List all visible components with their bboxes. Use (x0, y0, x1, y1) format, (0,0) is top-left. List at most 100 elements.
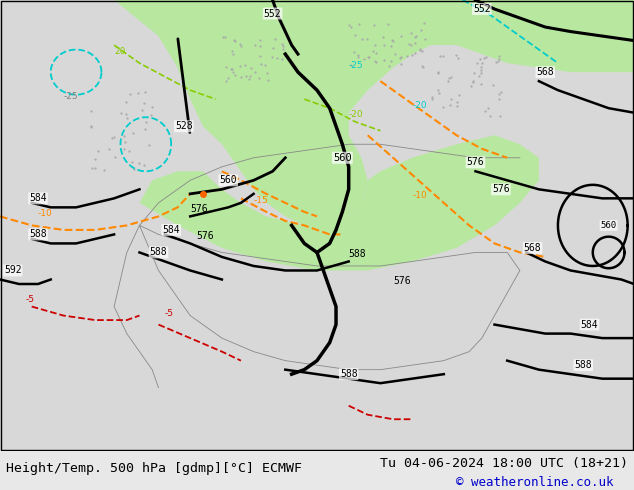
Point (410, 40, 420, 48)
Point (443, 77, 453, 85)
Point (244, 75, 254, 83)
Point (454, 91, 464, 98)
Point (396, 60, 406, 68)
Point (387, 36, 397, 44)
Point (349, 49, 359, 56)
Text: 592: 592 (4, 266, 22, 275)
Point (411, 32, 421, 40)
Point (260, 61, 270, 69)
Point (495, 55, 505, 63)
Point (476, 63, 486, 71)
Point (418, 19, 429, 27)
Point (488, 81, 498, 89)
Point (221, 77, 231, 85)
Point (396, 53, 406, 61)
Point (474, 73, 484, 80)
Text: © weatheronline.co.uk: © weatheronline.co.uk (456, 476, 614, 489)
Point (359, 55, 369, 63)
Point (469, 69, 479, 77)
Point (129, 165, 139, 173)
Point (93, 147, 103, 155)
Point (230, 37, 240, 45)
Point (477, 60, 487, 68)
Point (390, 50, 400, 58)
Point (120, 139, 130, 147)
Point (228, 68, 238, 76)
Point (227, 48, 237, 55)
Point (140, 125, 150, 133)
Point (109, 133, 119, 141)
Text: -15: -15 (254, 196, 268, 205)
Point (127, 158, 138, 166)
Point (256, 60, 266, 68)
Text: 576: 576 (197, 231, 214, 241)
Text: 576: 576 (467, 157, 484, 167)
Point (228, 36, 238, 44)
Point (99, 166, 109, 174)
Text: 20: 20 (114, 47, 126, 56)
Text: 584: 584 (162, 225, 180, 235)
Point (122, 114, 132, 122)
Point (230, 71, 240, 79)
Point (493, 90, 503, 98)
Point (452, 98, 462, 106)
Point (245, 72, 255, 80)
Text: -20: -20 (412, 101, 427, 110)
Point (139, 99, 150, 107)
Point (262, 69, 272, 77)
Point (370, 49, 380, 57)
Point (384, 62, 394, 70)
Point (370, 41, 380, 49)
Point (250, 69, 260, 76)
Point (435, 52, 445, 60)
Point (483, 104, 493, 112)
Point (357, 35, 367, 43)
Point (388, 37, 398, 45)
Point (346, 23, 356, 30)
Point (269, 35, 280, 43)
Point (128, 129, 138, 137)
Point (354, 20, 364, 28)
Point (438, 52, 448, 60)
Point (420, 35, 430, 43)
Point (86, 123, 96, 131)
Point (116, 109, 126, 117)
Point (344, 22, 354, 29)
Point (417, 48, 427, 55)
Point (255, 52, 265, 60)
Point (134, 159, 145, 167)
Point (406, 41, 417, 49)
Point (410, 49, 420, 57)
Point (469, 77, 479, 85)
Point (417, 63, 427, 71)
Point (268, 45, 278, 52)
Point (228, 50, 238, 58)
Point (404, 40, 414, 48)
Point (124, 147, 134, 155)
Point (395, 54, 405, 62)
Point (254, 74, 264, 82)
Point (125, 90, 135, 98)
Point (107, 134, 117, 142)
Text: 576: 576 (190, 204, 208, 214)
Text: 528: 528 (175, 121, 193, 131)
Point (86, 107, 96, 115)
Text: 552: 552 (264, 8, 281, 19)
Text: 588: 588 (29, 229, 47, 240)
Point (495, 96, 505, 103)
Point (278, 46, 288, 53)
Point (363, 35, 373, 43)
Point (406, 29, 416, 37)
Point (140, 88, 150, 96)
Point (236, 73, 246, 81)
Point (468, 78, 478, 86)
Point (235, 63, 245, 71)
Text: Height/Temp. 500 hPa [gdmp][°C] ECMWF: Height/Temp. 500 hPa [gdmp][°C] ECMWF (6, 462, 302, 475)
Point (467, 82, 477, 90)
Text: -5: -5 (25, 295, 34, 304)
Point (256, 43, 266, 50)
Point (353, 53, 363, 61)
Point (396, 32, 406, 40)
Text: 568: 568 (524, 243, 541, 253)
Point (434, 89, 444, 97)
